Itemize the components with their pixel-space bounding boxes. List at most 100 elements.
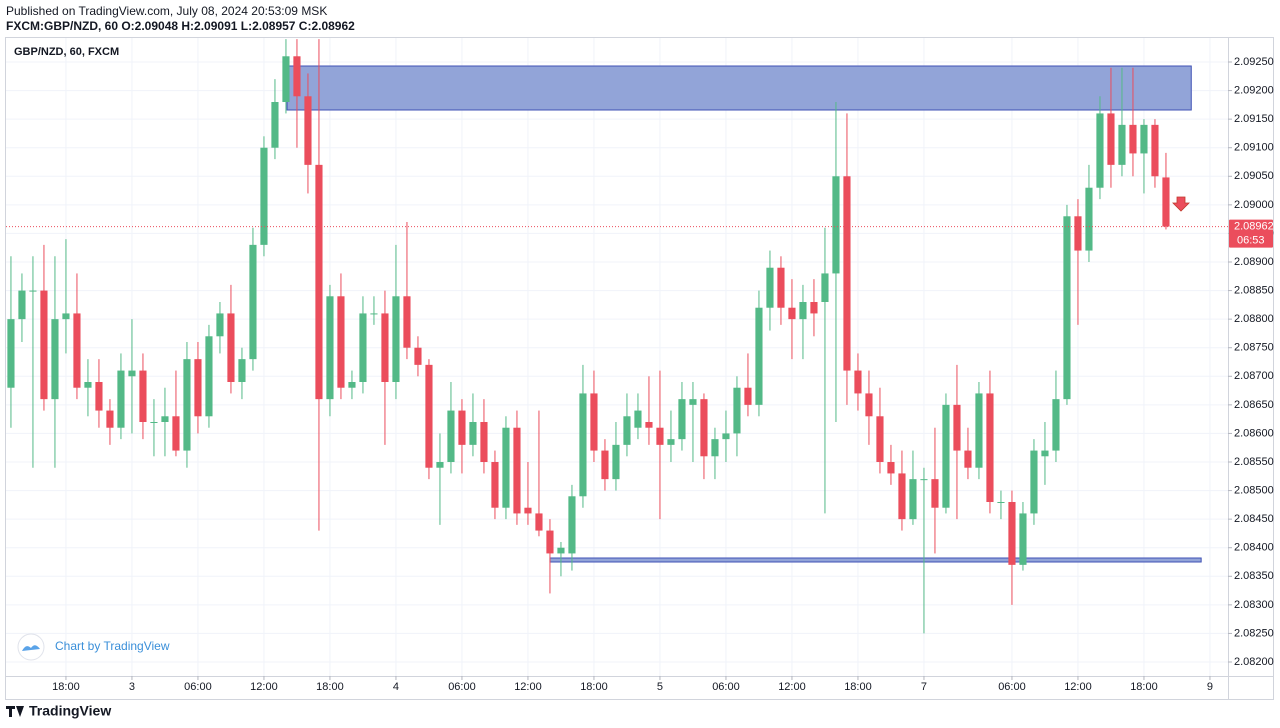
y-tick-label: 2.09000 — [1234, 199, 1274, 211]
candle-body — [249, 244, 257, 360]
candle-body — [227, 313, 235, 382]
x-tick-label: 06:00 — [998, 681, 1026, 693]
candle-body — [832, 176, 840, 274]
candle-body — [359, 313, 367, 382]
chart-title: GBP/NZD, 60, FXCM — [14, 46, 119, 58]
candle-body — [953, 404, 961, 451]
candle-body — [62, 313, 70, 320]
candle-body — [315, 164, 323, 400]
candle-body — [843, 176, 851, 371]
x-tick-label: 4 — [393, 681, 399, 693]
candle-body — [942, 404, 950, 508]
candle-body — [975, 393, 983, 468]
candle-body — [645, 422, 653, 428]
candle-body — [117, 370, 125, 428]
candle-body — [139, 370, 147, 422]
candle-body — [854, 370, 862, 394]
candle-body — [183, 359, 191, 451]
candle-body — [95, 382, 103, 411]
candle-body — [898, 473, 906, 520]
zone — [286, 65, 1192, 111]
x-tick-label: 12:00 — [250, 681, 278, 693]
candle-body — [755, 307, 763, 405]
candle-body — [931, 479, 939, 508]
candle-body — [711, 439, 719, 457]
candle-body — [1074, 216, 1082, 251]
watermark: Chart by TradingView — [17, 633, 170, 661]
candle-body — [546, 530, 554, 554]
arrow-icon — [1172, 196, 1190, 212]
candle-body — [634, 410, 642, 428]
candle-body — [601, 450, 609, 480]
candle-body — [128, 370, 136, 377]
candle-body — [40, 290, 48, 400]
candle-body — [447, 410, 455, 462]
chart-frame — [5, 37, 1274, 700]
candle-body — [744, 387, 752, 405]
candle-body — [106, 410, 114, 428]
candle-body — [502, 427, 510, 508]
candle-body — [535, 513, 543, 531]
candle-body — [524, 507, 532, 514]
candle-body — [381, 313, 389, 382]
candle-body — [909, 479, 917, 520]
candle-body — [480, 422, 488, 462]
candle-body — [997, 502, 1005, 503]
candle-body — [1118, 124, 1126, 165]
y-tick-label: 2.08200 — [1234, 656, 1274, 668]
published-line: Published on TradingView.com, July 08, 2… — [6, 4, 328, 18]
x-tick-label: 18:00 — [844, 681, 872, 693]
candle-body — [436, 462, 444, 468]
candle-body — [491, 462, 499, 508]
zone — [549, 557, 1202, 563]
candle-body — [271, 102, 279, 148]
candle-body — [73, 313, 81, 388]
y-tick-label: 2.09200 — [1234, 84, 1274, 96]
y-tick-label: 2.08800 — [1234, 313, 1274, 325]
candle-body — [293, 56, 301, 97]
symbol-info: FXCM:GBP/NZD, 60 O:2.09048 H:2.09091 L:2… — [6, 19, 355, 33]
y-tick-label: 2.08400 — [1234, 542, 1274, 554]
y-tick-label: 2.08250 — [1234, 627, 1274, 639]
logo-mark — [6, 706, 24, 717]
last-price-label: 2.08962 — [1234, 220, 1274, 232]
countdown-label: 06:53 — [1237, 234, 1265, 246]
candle-body — [799, 302, 807, 320]
watermark-text: Chart by TradingView — [55, 639, 170, 653]
candle-body — [513, 427, 521, 514]
x-tick-label: 9 — [1207, 681, 1213, 693]
candle-body — [986, 393, 994, 502]
x-tick-label: 18:00 — [52, 681, 80, 693]
y-tick-label: 2.08850 — [1234, 284, 1274, 296]
x-tick-label: 18:00 — [580, 681, 608, 693]
x-tick-label: 06:00 — [448, 681, 476, 693]
x-tick-label: 12:00 — [1064, 681, 1092, 693]
candle-body — [590, 393, 598, 451]
candle-body — [392, 296, 400, 382]
x-tick-label: 3 — [129, 681, 135, 693]
x-tick-label: 06:00 — [712, 681, 740, 693]
candle-body — [1129, 124, 1137, 154]
candle-body — [1008, 502, 1016, 565]
candle-body — [656, 427, 664, 445]
candle-body — [1041, 450, 1049, 457]
logo-text: TradingView — [29, 703, 111, 719]
candle-body — [337, 296, 345, 388]
candle-body — [370, 313, 378, 315]
last-price-tag — [1229, 219, 1273, 248]
candle-body — [1019, 513, 1027, 565]
y-tick-label: 2.08450 — [1234, 513, 1274, 525]
candle-body — [348, 382, 356, 388]
candle-body — [700, 399, 708, 457]
candle-body — [1096, 113, 1104, 188]
candle-body — [557, 547, 565, 554]
candle-body — [29, 290, 37, 292]
candle-body — [1085, 187, 1093, 251]
candle-body — [425, 364, 433, 468]
footer-logo: TradingView — [6, 703, 111, 719]
candle-body — [1052, 399, 1060, 451]
sell-arrow — [1172, 196, 1190, 212]
candle-body — [260, 147, 268, 245]
